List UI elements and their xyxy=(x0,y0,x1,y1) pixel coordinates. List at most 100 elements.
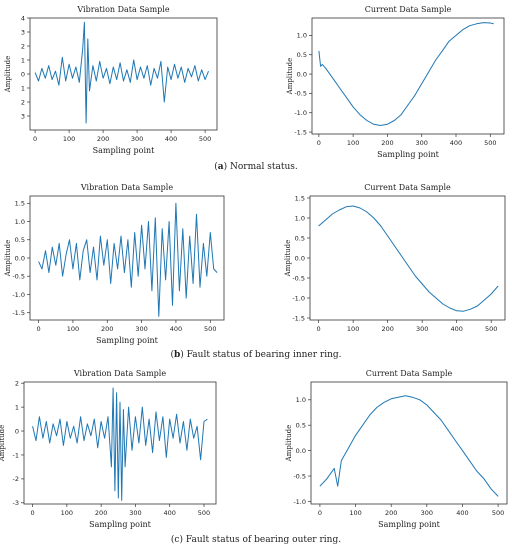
x-tick-label: 500 xyxy=(484,139,496,147)
y-tick-label: -0.5 xyxy=(12,273,25,281)
y-tick-label: 1 xyxy=(21,84,25,92)
chart-title: Vibration Data Sample xyxy=(76,5,169,14)
y-tick-label: 2 xyxy=(15,379,19,387)
y-tick-label: 3 xyxy=(21,28,25,36)
x-tick-label: 100 xyxy=(63,135,75,143)
x-tick-label: 400 xyxy=(165,135,177,143)
chart-title: Vibration Data Sample xyxy=(80,183,173,192)
y-tick-label: -1 xyxy=(13,451,19,459)
x-axis-label: Sampling point xyxy=(89,520,152,529)
y-tick-label: 1.0 xyxy=(295,214,305,222)
x-tick-label: 100 xyxy=(347,139,359,147)
x-tick-label: 0 xyxy=(317,139,321,147)
y-tick-label: -0.5 xyxy=(294,90,307,98)
chart-panel-4: Current Data Sample 0 100 200 300 400 500 1.5 1.… xyxy=(284,183,506,333)
x-tick-label: 100 xyxy=(61,509,73,517)
x-tick-label: 100 xyxy=(349,509,361,517)
x-tick-label: 400 xyxy=(164,509,176,517)
x-tick-label: 100 xyxy=(347,325,359,333)
x-tick-label: 0 xyxy=(317,325,321,333)
chart-title: Vibration Data Sample xyxy=(73,369,166,378)
x-axis-label: Sampling point xyxy=(96,336,159,345)
series-line xyxy=(32,387,208,501)
y-tick-label: -0.5 xyxy=(292,274,305,282)
y-tick-label: -1.0 xyxy=(293,498,306,506)
plot-frame xyxy=(311,17,505,135)
series-line xyxy=(319,395,499,497)
y-tick-label: 0.5 xyxy=(295,234,305,242)
x-tick-label: 100 xyxy=(67,325,79,333)
y-tick-label: 0 xyxy=(15,427,19,435)
chart-panel-5: Vibration Data Sample 0 100 200 300 400 500 2 1 0… xyxy=(0,369,217,529)
y-axis-label: Amplitude xyxy=(4,56,12,94)
x-tick-label: 400 xyxy=(450,325,462,333)
chart-panel-6: Current Data Sample 0 100 200 300 400 500 1.0 0.… xyxy=(285,369,508,529)
y-tick-label: 4 xyxy=(21,14,25,22)
y-tick-label: 3 xyxy=(21,112,25,120)
x-tick-label: 200 xyxy=(97,135,109,143)
caption-c: (c) Fault status of bearing outer ring. xyxy=(170,535,342,545)
y-tick-label: -1.0 xyxy=(294,109,307,117)
plot-frame xyxy=(29,17,218,131)
x-tick-label: 300 xyxy=(416,139,428,147)
x-tick-label: 400 xyxy=(456,509,468,517)
y-tick-label: 1.0 xyxy=(296,396,306,404)
caption-a: (a) Normal status. xyxy=(214,162,298,172)
x-axis-label: Sampling point xyxy=(378,520,441,529)
x-tick-label: 0 xyxy=(318,509,322,517)
x-tick-label: 0 xyxy=(31,509,35,517)
series-line xyxy=(34,21,209,124)
y-tick-label: 0.5 xyxy=(297,51,307,59)
y-tick-label: -1.0 xyxy=(12,291,25,299)
plot-frame xyxy=(23,381,217,505)
y-tick-label: 1.0 xyxy=(297,32,307,40)
y-axis-label: Amplitude xyxy=(286,58,294,96)
y-tick-label: 2 xyxy=(21,42,25,50)
x-tick-label: 500 xyxy=(198,509,210,517)
y-tick-label: 2 xyxy=(21,98,25,106)
chart-title: Current Data Sample xyxy=(364,183,451,192)
y-tick-label: -0.5 xyxy=(293,472,306,480)
x-axis-label: Sampling point xyxy=(93,146,156,155)
x-tick-label: 300 xyxy=(135,325,147,333)
x-tick-label: 500 xyxy=(492,509,504,517)
y-axis-label: Amplitude xyxy=(4,240,12,278)
chart-title: Current Data Sample xyxy=(365,5,452,14)
x-tick-label: 400 xyxy=(450,139,462,147)
y-axis-label: Amplitude xyxy=(0,425,6,463)
y-tick-label: -1.5 xyxy=(294,128,307,136)
x-tick-label: 200 xyxy=(95,509,107,517)
y-tick-label: 1.5 xyxy=(295,194,305,202)
x-tick-label: 300 xyxy=(129,509,141,517)
y-tick-label: 1.5 xyxy=(15,200,25,208)
chart-title: Current Data Sample xyxy=(366,369,453,378)
chart-panel-1: Vibration Data Sample 0 100 200 300 400 500 4 3 2… xyxy=(4,5,218,155)
series-line xyxy=(318,205,499,312)
caption-b: (b) Fault status of bearing inner ring. xyxy=(170,350,342,360)
y-tick-label: 0.0 xyxy=(296,447,306,455)
x-tick-label: 0 xyxy=(33,135,37,143)
x-tick-label: 400 xyxy=(170,325,182,333)
y-tick-label: 0.5 xyxy=(296,422,306,430)
series-line xyxy=(318,22,494,126)
x-tick-label: 500 xyxy=(199,135,211,143)
x-tick-label: 200 xyxy=(101,325,113,333)
x-tick-label: 200 xyxy=(381,325,393,333)
x-axis-label: Sampling point xyxy=(377,150,440,159)
y-axis-label: Amplitude xyxy=(284,240,292,278)
y-tick-label: 0.0 xyxy=(297,70,307,78)
y-tick-label: 1.0 xyxy=(15,218,25,226)
y-tick-label: 0.0 xyxy=(295,254,305,262)
plot-frame xyxy=(29,195,225,321)
y-tick-label: -1.5 xyxy=(292,314,305,322)
x-tick-label: 200 xyxy=(385,509,397,517)
x-tick-label: 500 xyxy=(204,325,216,333)
chart-panel-2: Current Data Sample 0 100 200 300 400 500 1.0 0.… xyxy=(286,5,505,159)
y-tick-label: 0.0 xyxy=(15,254,25,262)
y-tick-label: 1 xyxy=(15,403,19,411)
plot-frame xyxy=(309,195,506,321)
x-tick-label: 0 xyxy=(37,325,41,333)
chart-panel-3: Vibration Data Sample 0 100 200 300 400 500 1.5… xyxy=(4,183,225,345)
y-tick-label: 1 xyxy=(21,56,25,64)
